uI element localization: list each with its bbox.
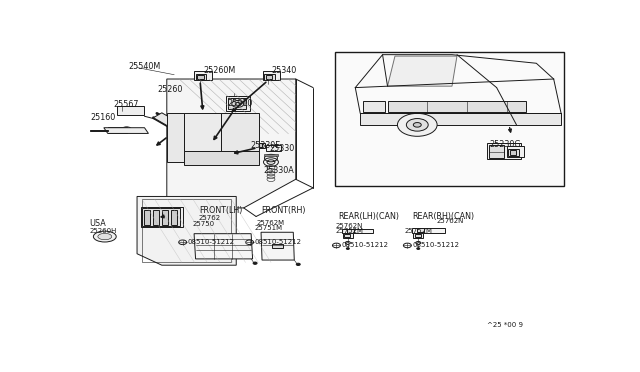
Bar <box>143 208 180 226</box>
Bar <box>228 99 246 109</box>
Bar <box>264 74 275 80</box>
Bar <box>266 145 281 151</box>
Text: 25340: 25340 <box>271 66 296 75</box>
Text: REAR(LH)(CAN): REAR(LH)(CAN) <box>338 212 399 221</box>
Polygon shape <box>261 232 294 260</box>
Text: 25910: 25910 <box>228 99 253 108</box>
Circle shape <box>397 113 437 136</box>
Polygon shape <box>137 196 236 265</box>
Bar <box>141 207 182 227</box>
Polygon shape <box>342 228 372 233</box>
Text: 25260M: 25260M <box>203 66 236 75</box>
Bar <box>197 75 204 79</box>
Bar <box>347 228 354 232</box>
Circle shape <box>202 118 205 119</box>
Bar <box>162 210 168 225</box>
Polygon shape <box>90 130 108 131</box>
Circle shape <box>406 119 428 131</box>
Circle shape <box>124 128 129 131</box>
Circle shape <box>296 263 300 266</box>
Circle shape <box>253 262 257 264</box>
Polygon shape <box>184 151 259 165</box>
Text: 25762N: 25762N <box>436 218 463 224</box>
Text: 25567: 25567 <box>114 100 140 109</box>
Text: 25762: 25762 <box>198 215 220 221</box>
Bar <box>508 149 519 156</box>
Text: 08510-51212: 08510-51212 <box>342 243 389 248</box>
Bar <box>262 71 280 80</box>
Polygon shape <box>154 113 211 146</box>
Bar <box>413 233 423 238</box>
Bar <box>507 146 524 157</box>
Ellipse shape <box>93 231 116 242</box>
Bar <box>266 75 273 79</box>
Text: 25230G: 25230G <box>490 140 522 150</box>
Bar <box>343 233 353 238</box>
Bar <box>273 244 284 248</box>
Polygon shape <box>167 113 184 162</box>
Bar <box>227 96 250 110</box>
Circle shape <box>202 129 205 131</box>
Text: 25752M: 25752M <box>335 228 364 234</box>
Text: FRONT(LH): FRONT(LH) <box>199 206 243 215</box>
Text: 25752M: 25752M <box>405 228 433 234</box>
Bar <box>335 52 564 186</box>
Bar <box>253 142 264 148</box>
Bar <box>344 234 350 237</box>
Bar <box>486 144 522 159</box>
Bar <box>489 145 504 158</box>
Polygon shape <box>167 79 296 208</box>
Text: 25330: 25330 <box>269 144 295 153</box>
Bar <box>388 101 526 112</box>
Polygon shape <box>360 113 561 125</box>
Polygon shape <box>412 228 445 232</box>
Bar <box>196 74 207 80</box>
Bar <box>153 210 159 225</box>
Polygon shape <box>221 113 259 151</box>
Text: 25540M: 25540M <box>128 62 161 71</box>
Bar <box>415 234 420 237</box>
Bar <box>171 210 177 225</box>
Text: 25762N: 25762N <box>335 223 363 229</box>
Polygon shape <box>194 234 253 259</box>
Circle shape <box>202 138 205 140</box>
Polygon shape <box>264 154 278 156</box>
Bar <box>255 143 262 147</box>
Bar <box>108 126 127 133</box>
Polygon shape <box>104 128 148 134</box>
Bar <box>117 106 145 115</box>
Bar <box>144 210 150 225</box>
Circle shape <box>417 248 420 250</box>
Text: USA: USA <box>89 219 106 228</box>
Text: 08510-51212: 08510-51212 <box>412 243 460 248</box>
Polygon shape <box>388 56 457 86</box>
Text: REAR(RH)(CAN): REAR(RH)(CAN) <box>412 212 474 221</box>
Text: ^25 *00 9: ^25 *00 9 <box>486 322 523 328</box>
Polygon shape <box>184 113 221 151</box>
Circle shape <box>346 248 349 250</box>
Bar <box>110 128 115 132</box>
Bar <box>509 150 516 155</box>
Text: 25330E: 25330E <box>250 141 280 150</box>
Text: 25160: 25160 <box>90 113 115 122</box>
Text: 08510-51212: 08510-51212 <box>188 239 235 245</box>
Bar <box>363 101 385 112</box>
Bar <box>417 228 424 232</box>
Text: 08510-51212: 08510-51212 <box>255 239 301 245</box>
Text: 25330A: 25330A <box>264 166 294 174</box>
Text: 25260H: 25260H <box>90 228 117 234</box>
Ellipse shape <box>98 233 112 240</box>
Text: 25750: 25750 <box>192 221 214 227</box>
Text: 25751M: 25751M <box>255 225 283 231</box>
Text: FRONT(RH): FRONT(RH) <box>261 206 305 215</box>
Text: 25260: 25260 <box>157 85 182 94</box>
Text: 25762M: 25762M <box>256 220 284 226</box>
Circle shape <box>413 122 421 127</box>
Bar <box>194 71 212 80</box>
